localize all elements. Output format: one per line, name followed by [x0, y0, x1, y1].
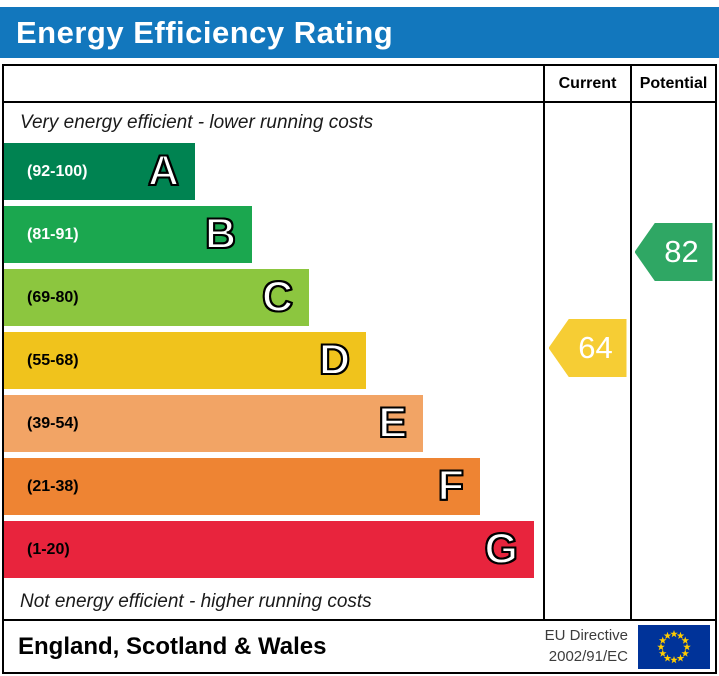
band-range-label: (55-68)	[27, 351, 79, 369]
footer-region-label: England, Scotland & Wales	[18, 632, 327, 660]
bands-column: Very energy efficient - lower running co…	[4, 103, 543, 619]
band-range-label: (69-80)	[27, 288, 79, 306]
band-bar-d: (55-68) D	[4, 332, 366, 389]
note-top: Very energy efficient - lower running co…	[20, 112, 374, 133]
eu-flag-icon	[638, 624, 710, 669]
band-bar-b: (81-91) B	[4, 206, 252, 263]
header-row: Current Potential	[4, 66, 715, 103]
note-bottom: Not energy efficient - higher running co…	[20, 590, 372, 612]
band-bar-a: (92-100) A	[4, 143, 195, 200]
band-range-label: (39-54)	[27, 414, 79, 432]
band-range-label: (81-91)	[27, 225, 79, 243]
band-letter: E	[377, 399, 408, 447]
header-cell-potential: Potential	[630, 66, 715, 101]
eu-directive-line2: 2002/91/EC	[548, 647, 628, 665]
band-letter: F	[437, 462, 465, 510]
current-rating-arrow: 64	[548, 319, 627, 377]
band-letter: A	[147, 147, 180, 195]
page-title: Energy Efficiency Rating	[16, 14, 394, 50]
band-range-label: (1-20)	[27, 540, 70, 558]
footer-row: England, Scotland & Wales EU Directive 2…	[4, 619, 715, 672]
potential-rating-arrow: 82	[634, 223, 713, 281]
eu-directive-label: EU Directive 2002/91/EC	[545, 626, 628, 667]
eu-directive-line1: EU Directive	[544, 627, 628, 645]
band-letter: G	[484, 525, 519, 573]
current-rating-column: 64	[543, 103, 630, 619]
title-bar: Energy Efficiency Rating	[0, 7, 719, 58]
band-range-label: (21-38)	[27, 477, 79, 495]
header-cell-current: Current	[543, 66, 630, 101]
band-letter: C	[261, 273, 294, 321]
rating-table: Current Potential Very energy efficient …	[2, 64, 717, 674]
band-bar-f: (21-38) F	[4, 458, 480, 515]
band-range-label: (92-100)	[27, 162, 88, 180]
band-bar-c: (69-80) C	[4, 269, 309, 326]
footer-right-group: EU Directive 2002/91/EC	[545, 624, 710, 669]
potential-rating-column: 82	[630, 103, 715, 619]
header-cell-blank	[4, 66, 543, 101]
band-letter: B	[204, 210, 237, 258]
band-letter: D	[318, 336, 351, 384]
body-row: Very energy efficient - lower running co…	[4, 103, 715, 619]
band-bar-g: (1-20) G	[4, 521, 534, 578]
band-bar-e: (39-54) E	[4, 395, 423, 452]
